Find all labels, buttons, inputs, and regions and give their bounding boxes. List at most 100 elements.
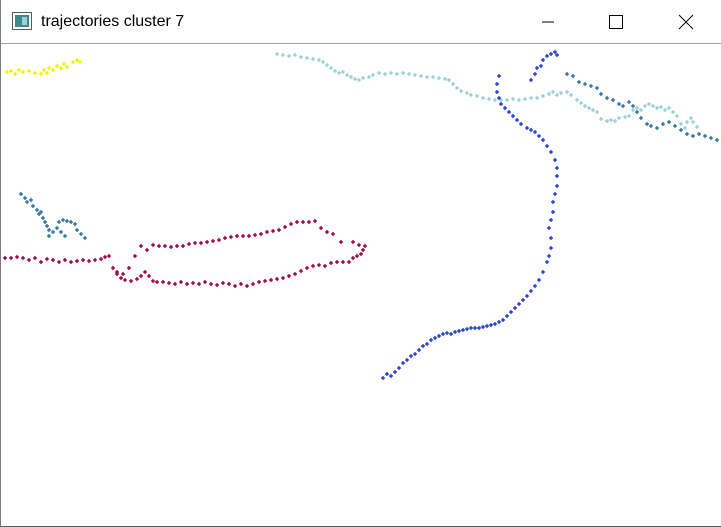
trajectory-point xyxy=(62,233,68,239)
trajectory-point xyxy=(122,277,128,283)
maximize-icon xyxy=(609,14,623,29)
trajectory-point xyxy=(408,353,414,359)
trajectory-point xyxy=(126,265,132,271)
trajectory-point xyxy=(534,95,540,101)
trajectory-point xyxy=(54,225,60,231)
trajectory-point xyxy=(598,91,604,97)
trajectory-point xyxy=(464,326,470,332)
trajectory-point xyxy=(540,57,546,63)
trajectory-point xyxy=(334,259,340,265)
trajectory-point xyxy=(558,90,564,96)
trajectory-5 xyxy=(380,49,560,381)
trajectory-point xyxy=(252,232,258,238)
window-title: trajectories cluster 7 xyxy=(41,13,185,30)
trajectory-point xyxy=(554,165,560,171)
trajectory-point xyxy=(594,109,600,115)
trajectory-point xyxy=(256,279,262,285)
trajectory-point xyxy=(502,105,508,111)
trajectory-point xyxy=(552,49,558,55)
trajectory-point xyxy=(552,157,558,163)
trajectory-point xyxy=(610,97,616,103)
trajectory-point xyxy=(376,70,382,76)
trajectory-point xyxy=(30,203,36,209)
close-button[interactable] xyxy=(663,0,709,43)
trajectory-point xyxy=(20,69,26,75)
trajectory-point xyxy=(18,191,24,197)
trajectory-point xyxy=(70,59,76,65)
trajectory-point xyxy=(494,89,500,95)
trajectory-point xyxy=(524,125,530,131)
trajectory-point xyxy=(494,81,500,87)
trajectory-point xyxy=(690,133,696,139)
trajectory-point xyxy=(548,149,554,155)
trajectory-point xyxy=(528,288,534,294)
trajectory-point xyxy=(406,71,412,77)
trajectory-point xyxy=(516,301,522,307)
trajectory-point xyxy=(316,57,322,63)
trajectory-point xyxy=(44,223,50,229)
trajectory-point xyxy=(300,219,306,225)
trajectory-point xyxy=(412,351,418,357)
trajectory-point xyxy=(674,113,680,119)
trajectory-point xyxy=(338,239,344,245)
trajectory-point xyxy=(492,97,498,103)
trajectory-point xyxy=(588,83,594,89)
trajectory-point xyxy=(110,265,116,271)
trajectory-point xyxy=(574,97,580,103)
trajectory-point xyxy=(316,262,322,268)
trajectory-point xyxy=(20,255,26,261)
trajectory-point xyxy=(630,103,636,109)
trajectory-point xyxy=(498,101,504,107)
trajectory-point xyxy=(328,65,334,71)
trajectory-point xyxy=(544,53,550,59)
maximize-button[interactable] xyxy=(593,0,639,43)
minimize-button[interactable] xyxy=(525,0,571,43)
trajectory-point xyxy=(220,280,226,286)
trajectory-point xyxy=(134,276,140,282)
trajectory-point xyxy=(180,243,186,249)
trajectory-point xyxy=(616,101,622,107)
trajectory-point xyxy=(282,224,288,230)
trajectory-point xyxy=(630,107,636,113)
trajectory-point xyxy=(82,235,88,241)
trajectory-point xyxy=(32,255,38,261)
trajectory-point xyxy=(46,233,52,239)
trajectory-point xyxy=(312,218,318,224)
trajectory-point xyxy=(518,121,524,127)
trajectory-point xyxy=(324,62,330,68)
trajectory-point xyxy=(400,70,406,76)
trajectory-point xyxy=(388,70,394,76)
trajectory-point xyxy=(638,115,644,121)
trajectory-point xyxy=(420,343,426,349)
trajectory-point xyxy=(38,71,44,77)
trajectory-point xyxy=(132,253,138,259)
trajectory-point xyxy=(44,256,50,262)
trajectory-point xyxy=(436,333,442,339)
trajectory-point xyxy=(548,235,554,241)
trajectory-3 xyxy=(18,71,720,241)
trajectory-point xyxy=(38,209,44,215)
trajectory-point xyxy=(178,279,184,285)
trajectory-point xyxy=(68,259,74,265)
trajectory-point xyxy=(114,269,120,275)
title-bar[interactable]: trajectories cluster 7 xyxy=(1,0,721,44)
trajectory-point xyxy=(280,52,286,58)
trajectory-point xyxy=(570,73,576,79)
trajectory-point xyxy=(234,233,240,239)
trajectory-point xyxy=(26,257,32,263)
trajectory-point xyxy=(516,97,522,103)
trajectory-point xyxy=(658,104,664,110)
trajectory-point xyxy=(504,313,510,319)
trajectory-point xyxy=(554,52,560,58)
trajectory-point xyxy=(536,277,542,283)
trajectory-point xyxy=(56,259,62,265)
trajectory-point xyxy=(534,65,540,71)
trajectory-point xyxy=(626,113,632,119)
trajectory-point xyxy=(232,283,238,289)
trajectory-point xyxy=(350,239,356,245)
trajectory-point xyxy=(250,281,256,287)
trajectory-point xyxy=(62,257,68,263)
trajectory-point xyxy=(464,90,470,96)
trajectory-point xyxy=(304,55,310,61)
